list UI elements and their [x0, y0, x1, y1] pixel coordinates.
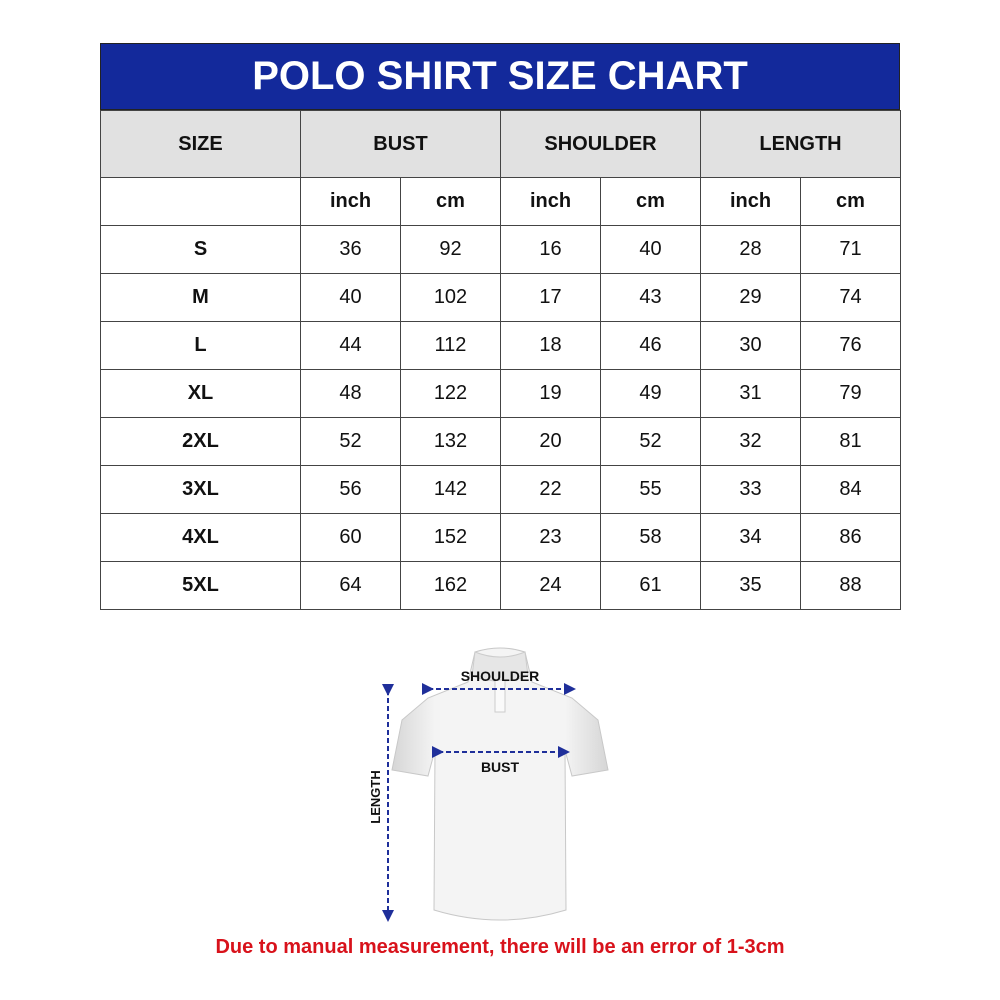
shirt-icon	[391, 647, 609, 921]
chart-title: POLO SHIRT SIZE CHART	[100, 43, 900, 110]
table-row: 5XL 64 162 24 61 35 88	[100, 561, 901, 610]
table-row: XL 48 122 19 49 31 79	[100, 369, 901, 418]
cell-length-in: 35	[700, 561, 801, 610]
cell-bust-cm: 152	[400, 513, 501, 562]
cell-bust-cm: 92	[400, 225, 501, 274]
unit-cm: cm	[400, 177, 501, 226]
cell-length-cm: 74	[800, 273, 901, 322]
cell-length-cm: 86	[800, 513, 901, 562]
shirt-illustration: SHOULDER BUST LENGTH	[340, 640, 660, 940]
cell-bust-cm: 102	[400, 273, 501, 322]
cell-shoulder-cm: 61	[600, 561, 701, 610]
cell-shoulder-cm: 43	[600, 273, 701, 322]
cell-size: S	[100, 225, 301, 274]
cell-length-in: 29	[700, 273, 801, 322]
cell-size: 2XL	[100, 417, 301, 466]
cell-length-in: 31	[700, 369, 801, 418]
table-row: M 40 102 17 43 29 74	[100, 273, 901, 322]
table-row: 3XL 56 142 22 55 33 84	[100, 465, 901, 514]
cell-bust-in: 44	[300, 321, 401, 370]
cell-bust-cm: 112	[400, 321, 501, 370]
cell-size: M	[100, 273, 301, 322]
cell-shoulder-in: 16	[500, 225, 601, 274]
cell-length-in: 33	[700, 465, 801, 514]
cell-length-in: 28	[700, 225, 801, 274]
table-row: S 36 92 16 40 28 71	[100, 225, 901, 274]
cell-length-cm: 71	[800, 225, 901, 274]
table-row: 2XL 52 132 20 52 32 81	[100, 417, 901, 466]
length-label: LENGTH	[368, 770, 383, 823]
cell-shoulder-cm: 49	[600, 369, 701, 418]
table-row: 4XL 60 152 23 58 34 86	[100, 513, 901, 562]
cell-length-cm: 88	[800, 561, 901, 610]
cell-shoulder-in: 24	[500, 561, 601, 610]
cell-shoulder-cm: 58	[600, 513, 701, 562]
cell-length-in: 32	[700, 417, 801, 466]
measurement-note: Due to manual measurement, there will be…	[215, 936, 785, 958]
cell-shoulder-cm: 46	[600, 321, 701, 370]
header-length: LENGTH	[700, 110, 901, 178]
bust-label: BUST	[481, 759, 520, 775]
cell-bust-in: 56	[300, 465, 401, 514]
cell-bust-cm: 122	[400, 369, 501, 418]
cell-bust-in: 60	[300, 513, 401, 562]
cell-length-cm: 76	[800, 321, 901, 370]
unit-inch: inch	[700, 177, 801, 226]
size-table: SIZE BUST SHOULDER LENGTH inch cm inch c…	[100, 110, 901, 610]
cell-length-in: 30	[700, 321, 801, 370]
cell-bust-cm: 162	[400, 561, 501, 610]
header-bust: BUST	[300, 110, 501, 178]
cell-length-cm: 81	[800, 417, 901, 466]
cell-bust-in: 36	[300, 225, 401, 274]
cell-length-in: 34	[700, 513, 801, 562]
shoulder-label: SHOULDER	[461, 668, 540, 684]
cell-size: 3XL	[100, 465, 301, 514]
cell-length-cm: 84	[800, 465, 901, 514]
cell-bust-in: 48	[300, 369, 401, 418]
unit-inch: inch	[300, 177, 401, 226]
cell-size: 5XL	[100, 561, 301, 610]
cell-length-cm: 79	[800, 369, 901, 418]
cell-size: L	[100, 321, 301, 370]
cell-shoulder-in: 19	[500, 369, 601, 418]
cell-size: XL	[100, 369, 301, 418]
cell-bust-in: 64	[300, 561, 401, 610]
unit-blank	[100, 177, 301, 226]
cell-shoulder-cm: 55	[600, 465, 701, 514]
cell-shoulder-cm: 40	[600, 225, 701, 274]
cell-bust-in: 52	[300, 417, 401, 466]
cell-bust-in: 40	[300, 273, 401, 322]
unit-cm: cm	[600, 177, 701, 226]
cell-shoulder-in: 20	[500, 417, 601, 466]
cell-shoulder-in: 22	[500, 465, 601, 514]
cell-size: 4XL	[100, 513, 301, 562]
cell-bust-cm: 132	[400, 417, 501, 466]
cell-shoulder-cm: 52	[600, 417, 701, 466]
cell-bust-cm: 142	[400, 465, 501, 514]
header-shoulder: SHOULDER	[500, 110, 701, 178]
cell-shoulder-in: 18	[500, 321, 601, 370]
table-row: L 44 112 18 46 30 76	[100, 321, 901, 370]
header-size: SIZE	[100, 110, 301, 178]
unit-inch: inch	[500, 177, 601, 226]
cell-shoulder-in: 23	[500, 513, 601, 562]
unit-cm: cm	[800, 177, 901, 226]
cell-shoulder-in: 17	[500, 273, 601, 322]
